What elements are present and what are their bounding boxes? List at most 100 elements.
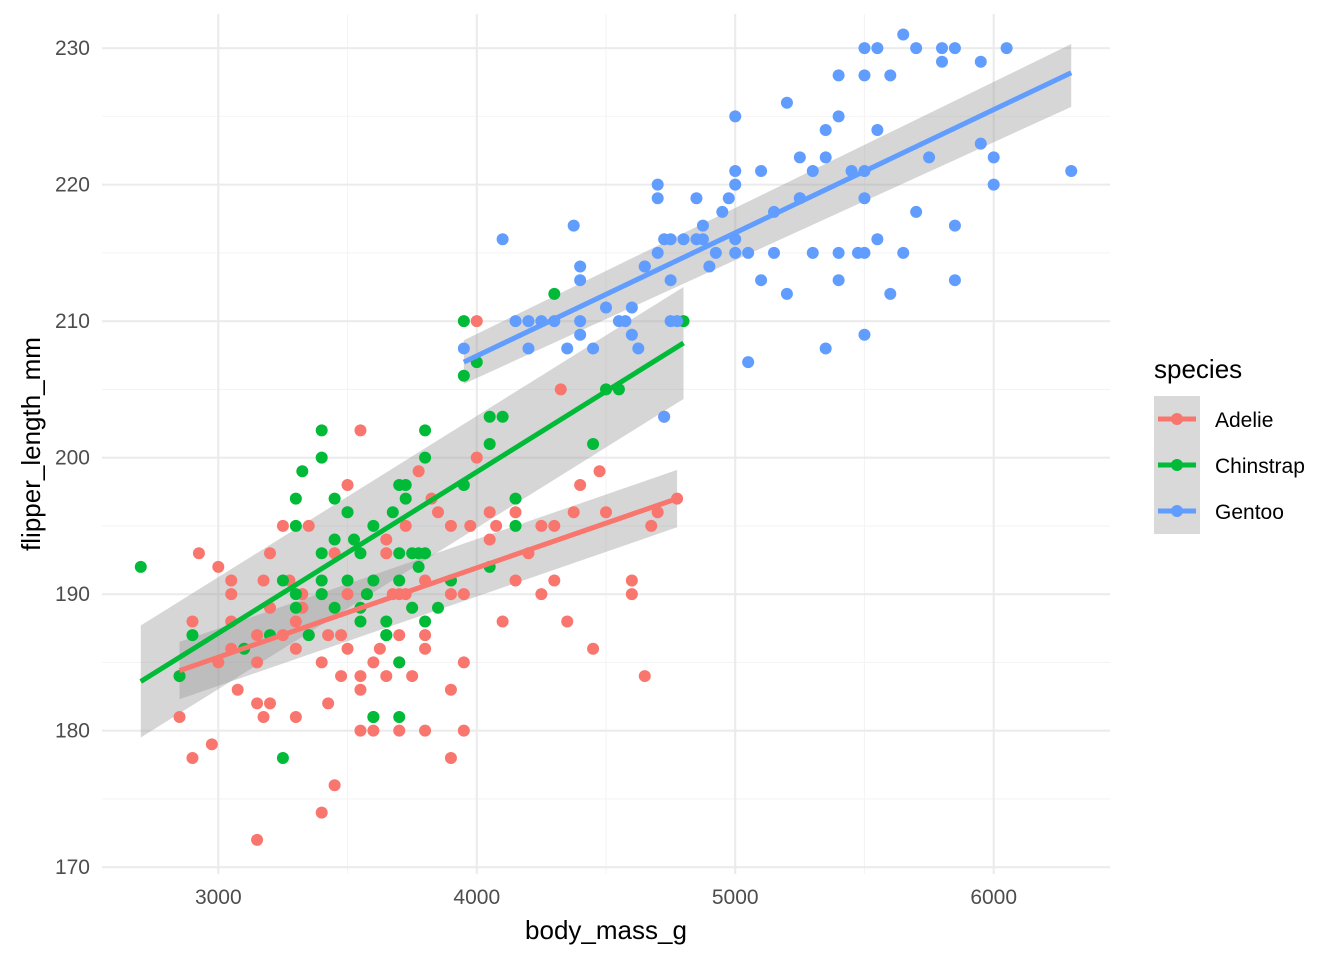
point-adelie: [593, 465, 606, 478]
point-chinstrap: [186, 629, 199, 642]
point-chinstrap: [419, 615, 432, 628]
point-chinstrap: [315, 451, 328, 464]
point-adelie: [225, 588, 238, 601]
point-adelie: [380, 533, 393, 546]
point-gentoo: [1000, 42, 1013, 55]
point-chinstrap: [419, 451, 432, 464]
point-adelie: [419, 724, 432, 737]
point-adelie: [399, 519, 412, 532]
point-gentoo: [832, 274, 845, 287]
point-adelie: [600, 506, 612, 519]
point-gentoo: [897, 246, 910, 259]
point-gentoo: [987, 178, 1000, 191]
trend-line-gentoo: [462, 70, 1073, 365]
point-gentoo: [729, 164, 742, 177]
point-adelie: [251, 629, 264, 642]
point-chinstrap: [348, 533, 360, 546]
point-chinstrap: [380, 629, 393, 642]
point-adelie: [186, 751, 199, 764]
point-gentoo: [716, 205, 729, 218]
point-gentoo: [832, 246, 845, 259]
point-adelie: [380, 547, 393, 560]
x-axis-title: body_mass_g: [525, 915, 687, 945]
point-gentoo: [923, 151, 936, 164]
point-gentoo: [742, 356, 755, 369]
point-adelie: [419, 629, 432, 642]
point-adelie: [205, 738, 218, 751]
point-gentoo: [780, 96, 793, 109]
point-gentoo: [858, 42, 871, 55]
point-gentoo: [729, 110, 742, 123]
point-adelie: [483, 506, 496, 519]
point-chinstrap: [399, 478, 412, 491]
point-chinstrap: [548, 287, 561, 300]
point-chinstrap: [457, 369, 470, 382]
point-adelie: [276, 519, 289, 532]
minor-grid: [102, 14, 1110, 874]
point-adelie: [444, 588, 457, 601]
point-adelie: [496, 615, 509, 628]
point-gentoo: [806, 246, 819, 259]
point-gentoo: [729, 178, 742, 191]
point-chinstrap: [315, 588, 328, 601]
point-gentoo: [658, 410, 671, 423]
point-chinstrap: [276, 751, 289, 764]
point-adelie: [651, 506, 664, 519]
point-gentoo: [632, 342, 645, 355]
major-grid: [102, 14, 1110, 874]
point-adelie: [535, 588, 548, 601]
point-chinstrap: [393, 711, 406, 724]
point-chinstrap: [276, 574, 289, 587]
point-adelie: [444, 519, 457, 532]
point-adelie: [328, 779, 341, 792]
y-tick-label: 190: [55, 583, 90, 606]
point-adelie: [335, 629, 348, 642]
point-gentoo: [574, 315, 587, 328]
legend-label: Adelie: [1215, 409, 1273, 432]
point-chinstrap: [341, 506, 354, 519]
point-adelie: [470, 451, 483, 464]
point-gentoo: [871, 233, 884, 246]
point-gentoo: [819, 124, 832, 137]
trend-line-adelie: [178, 496, 678, 673]
y-tick-label: 230: [55, 37, 90, 60]
point-gentoo: [729, 246, 742, 259]
point-adelie: [490, 519, 503, 532]
point-adelie: [373, 642, 386, 655]
point-chinstrap: [328, 601, 341, 614]
point-gentoo: [910, 42, 923, 55]
point-gentoo: [651, 246, 664, 259]
point-gentoo: [852, 246, 864, 259]
y-tick-label: 180: [55, 720, 90, 743]
point-chinstrap: [386, 506, 399, 519]
point-chinstrap: [367, 519, 380, 532]
point-adelie: [225, 574, 238, 587]
point-chinstrap: [296, 465, 309, 478]
point-gentoo: [600, 301, 612, 314]
point-adelie: [367, 656, 380, 669]
point-adelie: [380, 670, 393, 683]
point-adelie: [231, 683, 244, 696]
point-gentoo: [574, 328, 587, 341]
point-gentoo: [948, 219, 961, 232]
point-gentoo: [897, 28, 910, 41]
trend-line-chinstrap: [139, 340, 685, 684]
point-adelie: [302, 519, 315, 532]
point-adelie: [322, 629, 335, 642]
point-gentoo: [522, 342, 535, 355]
legend-key-point: [1171, 459, 1183, 471]
point-chinstrap: [419, 424, 432, 437]
point-gentoo: [619, 315, 632, 328]
point-adelie: [548, 519, 561, 532]
point-adelie: [625, 588, 638, 601]
point-adelie: [257, 711, 270, 724]
y-axis-title: flipper_length_mm: [16, 337, 46, 551]
point-chinstrap: [406, 547, 419, 560]
point-adelie: [483, 533, 496, 546]
point-gentoo: [858, 69, 871, 82]
point-adelie: [251, 697, 264, 710]
point-gentoo: [651, 192, 664, 205]
point-adelie: [289, 642, 302, 655]
point-adelie: [464, 519, 477, 532]
